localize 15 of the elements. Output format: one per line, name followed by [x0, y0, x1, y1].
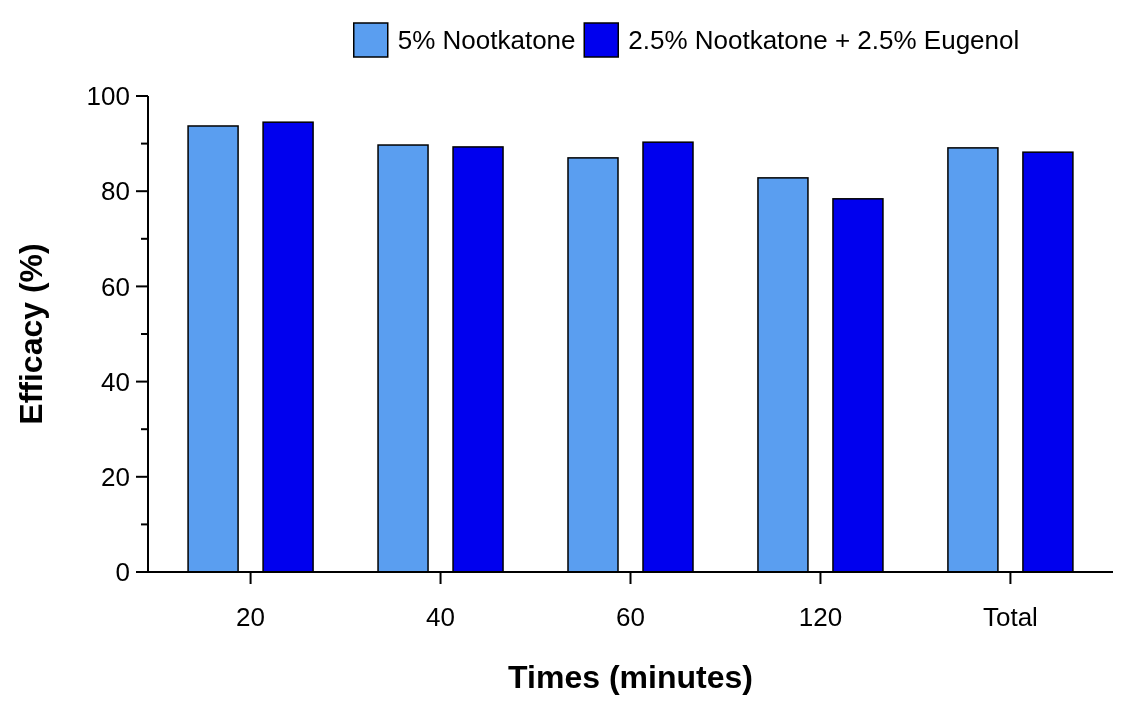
x-tick-label: 20: [236, 602, 266, 632]
y-tick-label: 40: [101, 366, 130, 397]
x-tick-label: 120: [798, 602, 843, 632]
y-tick-label: 20: [101, 461, 130, 492]
y-tick-label: 80: [101, 176, 130, 207]
x-tick-label: 40: [426, 602, 455, 632]
x-axis-title: Times (minutes): [508, 659, 753, 695]
y-tick-label: 100: [86, 81, 130, 112]
legend-label: 5% Nootkatone: [397, 25, 576, 56]
y-axis-title: Efficacy (%): [13, 243, 49, 425]
x-tick-label: 60: [616, 602, 645, 632]
y-tick-label: 0: [115, 557, 130, 588]
y-tick-label: 60: [101, 271, 130, 302]
legend-label: 2.5% Nootkatone + 2.5% Eugenol: [628, 25, 1020, 56]
x-tick-label: Total: [982, 602, 1038, 632]
